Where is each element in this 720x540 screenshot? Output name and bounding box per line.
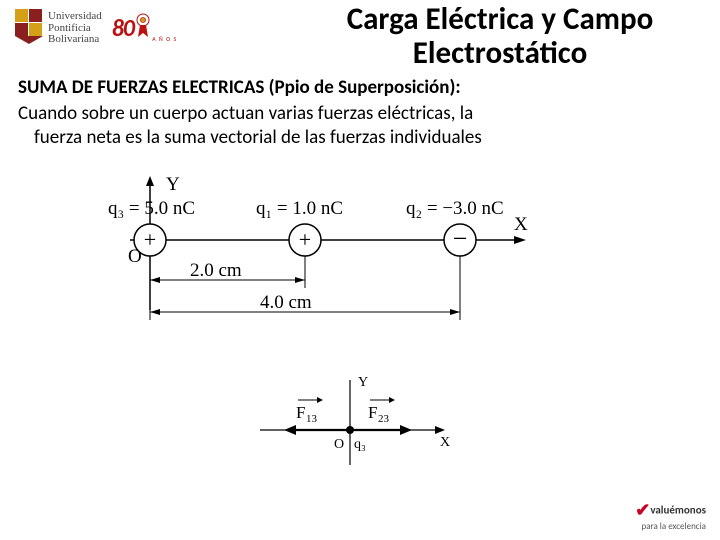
footer-tagline: para la excelencia	[641, 521, 706, 532]
dist1-label: 2.0 cm	[190, 260, 242, 281]
x-axis-label: X	[514, 214, 528, 235]
header: UniversidadPontificiaBolivariana 80 A Ñ …	[14, 8, 177, 49]
ribbon-icon	[136, 11, 150, 46]
university-name: UniversidadPontificiaBolivariana	[48, 11, 102, 46]
svg-text:−: −	[453, 224, 468, 253]
svg-text:23: 23	[378, 413, 390, 425]
slide-title: Carga Eléctrica y Campo Electrostático	[290, 2, 710, 70]
svg-text:F: F	[296, 403, 305, 422]
body-line-2: fuerza neta es la suma vectorial de las …	[18, 126, 678, 150]
diagram-charges-on-axis: Y X O + + − q₃ = 5.0 nC q₁ = 1.0 nC q₂ =…	[90, 170, 550, 340]
checkmark-icon: ✔	[635, 499, 650, 521]
svg-text:F: F	[368, 403, 377, 422]
section-heading: SUMA DE FUERZAS ELECTRICAS (Ppio de Supe…	[18, 76, 698, 99]
x-axis-label-2: X	[440, 435, 450, 450]
anniversary-badge: 80 A Ñ O S	[112, 11, 177, 46]
y-axis-label: Y	[166, 174, 180, 195]
svg-text:+: +	[299, 227, 311, 252]
q3-label: q₃ = 5.0 nC	[108, 198, 195, 219]
origin-label-2: O	[334, 437, 344, 452]
body-line-1: Cuando sobre un cuerpo actuan varias fue…	[18, 102, 473, 125]
footer-brand: ✔valuémonos para la excelencia	[635, 499, 706, 532]
y-axis-label-2: Y	[358, 375, 368, 390]
svg-text:+: +	[144, 227, 156, 252]
svg-text:13: 13	[306, 413, 318, 425]
shield-icon	[14, 8, 44, 49]
body-text: Cuando sobre un cuerpo actuan varias fue…	[18, 102, 678, 150]
q3-label-2: q₃	[354, 437, 366, 452]
diagram-force-vectors: Y X O q₃ F 13 F 23	[240, 370, 460, 480]
q1-label: q₁ = 1.0 nC	[256, 198, 343, 219]
dist2-label: 4.0 cm	[260, 292, 312, 313]
q2-label: q₂ = −3.0 nC	[406, 198, 504, 219]
